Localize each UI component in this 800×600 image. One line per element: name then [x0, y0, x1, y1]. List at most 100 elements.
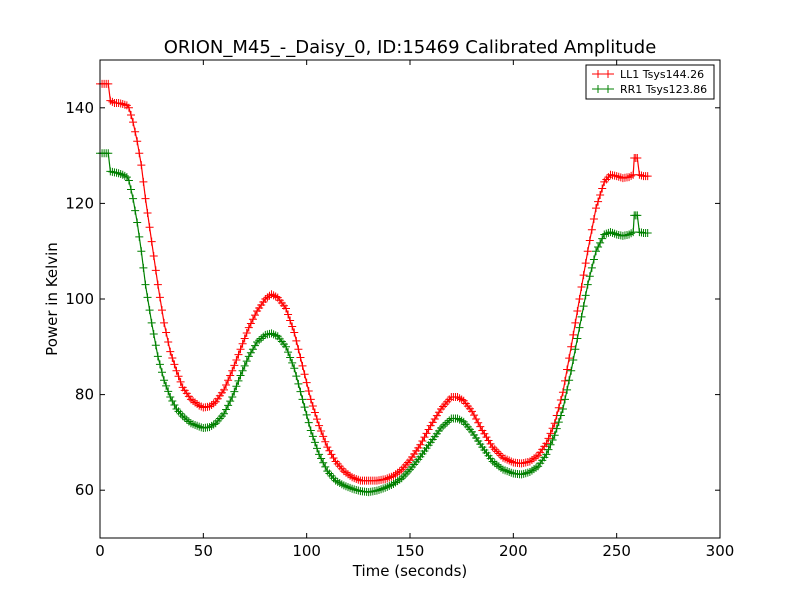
- data-point-rr1: [341, 482, 350, 491]
- data-point-ll1: [108, 97, 117, 106]
- data-point-ll1: [579, 271, 588, 280]
- data-point-ll1: [207, 400, 216, 409]
- legend-label-ll1: LL1 Tsys144.26: [620, 68, 704, 81]
- data-point-rr1: [232, 382, 241, 391]
- data-point-ll1: [468, 407, 476, 416]
- data-point-ll1: [612, 172, 621, 181]
- data-point-ll1: [242, 329, 251, 338]
- x-tick-label: 250: [602, 542, 631, 560]
- data-point-rr1: [379, 484, 388, 493]
- data-point-rr1: [494, 462, 503, 471]
- data-point-ll1: [633, 153, 642, 162]
- x-tick-label: 150: [396, 542, 425, 560]
- data-point-ll1: [592, 204, 600, 213]
- y-tick-label: 140: [65, 99, 94, 117]
- data-point-ll1: [571, 318, 580, 327]
- data-point-ll1: [147, 237, 156, 246]
- data-point-ll1: [251, 311, 259, 320]
- data-point-rr1: [437, 424, 445, 433]
- data-point-ll1: [143, 208, 152, 217]
- data-point-ll1: [507, 457, 516, 466]
- data-point-ll1: [393, 468, 402, 477]
- data-point-rr1: [594, 243, 603, 252]
- data-point-rr1: [298, 395, 307, 404]
- data-point-rr1: [496, 464, 505, 473]
- data-point-ll1: [228, 366, 237, 375]
- data-point-ll1: [186, 395, 195, 404]
- data-point-rr1: [151, 341, 160, 350]
- data-point-rr1: [139, 263, 148, 272]
- data-point-ll1: [141, 194, 150, 203]
- data-point-rr1: [193, 421, 202, 430]
- data-point-ll1: [325, 446, 334, 455]
- data-point-ll1: [434, 408, 443, 417]
- data-point-rr1: [155, 360, 164, 369]
- data-point-rr1: [443, 418, 452, 427]
- data-point-ll1: [166, 347, 175, 356]
- data-point-ll1: [120, 100, 129, 109]
- data-point-rr1: [643, 229, 652, 238]
- data-point-rr1: [441, 420, 450, 429]
- data-point-rr1: [186, 419, 195, 428]
- data-point-ll1: [135, 149, 144, 158]
- data-point-rr1: [488, 457, 497, 466]
- data-point-ll1: [395, 467, 404, 476]
- data-point-rr1: [292, 372, 301, 381]
- data-point-ll1: [484, 436, 493, 445]
- data-point-ll1: [137, 161, 146, 170]
- data-point-rr1: [222, 405, 231, 414]
- data-point-ll1: [284, 310, 293, 319]
- legend-label-rr1: RR1 Tsys123.86: [620, 83, 707, 96]
- data-point-rr1: [321, 462, 330, 471]
- data-point-ll1: [457, 395, 466, 404]
- data-point-ll1: [263, 293, 272, 302]
- data-point-rr1: [104, 149, 113, 158]
- data-point-rr1: [439, 422, 448, 431]
- data-point-ll1: [383, 474, 392, 483]
- data-point-ll1: [583, 247, 592, 256]
- data-point-rr1: [244, 352, 253, 361]
- data-point-ll1: [323, 443, 332, 452]
- data-point-ll1: [244, 323, 253, 332]
- data-point-rr1: [189, 420, 197, 429]
- data-point-rr1: [116, 170, 125, 178]
- data-point-ll1: [226, 371, 235, 380]
- data-point-ll1: [474, 418, 483, 427]
- data-point-ll1: [267, 290, 276, 299]
- data-point-rr1: [207, 421, 216, 430]
- data-point-rr1: [282, 342, 290, 351]
- legend-marker-rr1: [594, 85, 612, 93]
- data-point-rr1: [253, 338, 262, 347]
- data-point-rr1: [525, 468, 534, 477]
- data-point-rr1: [499, 465, 507, 474]
- data-point-ll1: [416, 440, 425, 449]
- data-point-rr1: [490, 459, 499, 468]
- data-point-rr1: [240, 361, 249, 370]
- data-point-ll1: [310, 408, 319, 417]
- data-point-rr1: [600, 230, 609, 239]
- data-point-ll1: [339, 467, 348, 476]
- data-point-ll1: [193, 400, 202, 409]
- data-point-rr1: [375, 485, 383, 494]
- data-point-rr1: [166, 392, 175, 401]
- y-tick-label: 100: [65, 290, 94, 308]
- data-point-rr1: [226, 397, 235, 406]
- legend-box: [585, 64, 715, 100]
- data-point-rr1: [242, 357, 251, 366]
- data-point-ll1: [550, 419, 559, 428]
- legend: LL1 Tsys144.26 RR1 Tsys123.86: [585, 64, 715, 100]
- data-point-ll1: [230, 361, 239, 370]
- data-point-ll1: [391, 470, 400, 479]
- data-point-rr1: [372, 486, 381, 495]
- data-point-ll1: [482, 433, 491, 442]
- data-point-rr1: [521, 469, 530, 478]
- data-point-ll1: [418, 436, 427, 445]
- data-point-rr1: [556, 411, 565, 420]
- data-point-ll1: [302, 378, 311, 387]
- data-point-ll1: [643, 172, 652, 181]
- series-rr1: [96, 149, 652, 497]
- data-point-ll1: [234, 350, 243, 359]
- data-point-rr1: [606, 228, 615, 237]
- data-point-ll1: [317, 427, 326, 436]
- data-point-rr1: [530, 465, 538, 474]
